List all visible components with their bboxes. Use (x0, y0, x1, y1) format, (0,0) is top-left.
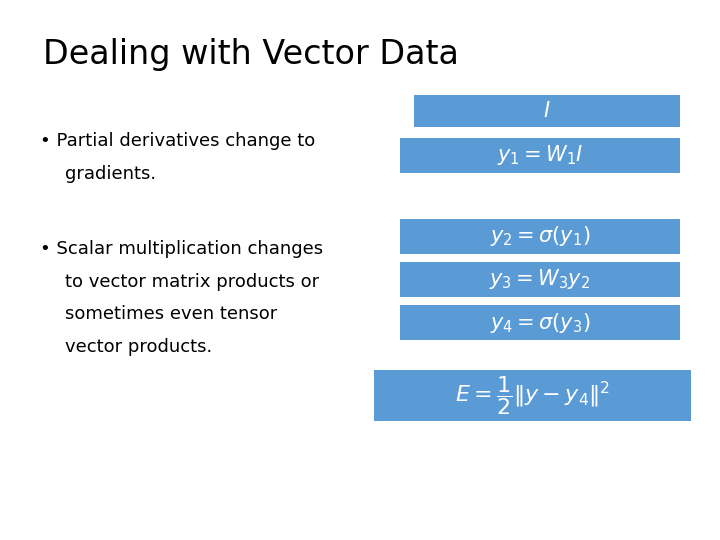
FancyBboxPatch shape (400, 262, 680, 297)
Text: $y_4 = \sigma(y_3)$: $y_4 = \sigma(y_3)$ (490, 310, 590, 335)
Text: • Scalar multiplication changes: • Scalar multiplication changes (40, 240, 323, 258)
Text: $y_2 = \sigma(y_1)$: $y_2 = \sigma(y_1)$ (490, 224, 590, 248)
FancyBboxPatch shape (414, 94, 680, 127)
Text: $E = \dfrac{1}{2}\|y - y_4\|^2$: $E = \dfrac{1}{2}\|y - y_4\|^2$ (455, 374, 611, 417)
Text: $\mathit{I}$: $\mathit{I}$ (544, 100, 551, 121)
Text: Dealing with Vector Data: Dealing with Vector Data (43, 38, 459, 71)
Text: • Partial derivatives change to: • Partial derivatives change to (40, 132, 315, 150)
Text: sometimes even tensor: sometimes even tensor (65, 305, 277, 323)
Text: $y_3 = W_3y_2$: $y_3 = W_3y_2$ (490, 267, 590, 292)
Text: vector products.: vector products. (65, 338, 212, 355)
Text: $y_1 = W_1I$: $y_1 = W_1I$ (497, 143, 583, 167)
FancyBboxPatch shape (374, 370, 691, 421)
FancyBboxPatch shape (400, 305, 680, 340)
FancyBboxPatch shape (400, 138, 680, 173)
FancyBboxPatch shape (400, 219, 680, 254)
Text: to vector matrix products or: to vector matrix products or (65, 273, 319, 291)
Text: gradients.: gradients. (65, 165, 156, 183)
